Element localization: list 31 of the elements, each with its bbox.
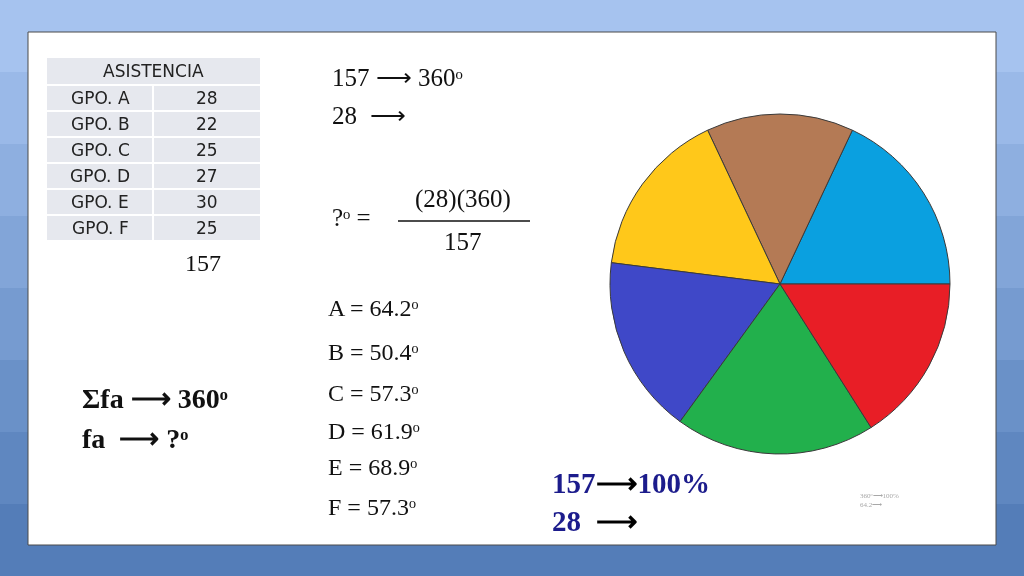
text: 28 <box>552 505 581 537</box>
text: fa ⟶ ?ᵒ <box>82 423 189 454</box>
text: 157 ⟶ 360ᵒ <box>332 64 463 91</box>
text: GPO. C <box>71 140 130 160</box>
text: 27 <box>196 166 218 186</box>
text: Σfa ⟶ 360ᵒ <box>82 383 228 414</box>
text: B = 50.4ᵒ <box>328 339 419 365</box>
text: ASISTENCIA <box>103 61 204 81</box>
text: GPO. F <box>72 218 129 238</box>
text: GPO. E <box>71 192 129 212</box>
text: F = 57.3ᵒ <box>328 494 416 520</box>
text: 157 <box>444 228 482 255</box>
text: 157 <box>185 250 221 276</box>
text: 22 <box>196 114 218 134</box>
text: 25 <box>196 218 218 238</box>
text: GPO. B <box>71 114 130 134</box>
text: 30 <box>196 192 218 212</box>
text: 157 <box>552 467 596 499</box>
text: (28)(360) <box>415 185 511 213</box>
text: ?ᵒ = <box>332 204 371 231</box>
text: C = 57.3ᵒ <box>328 380 419 406</box>
text: 28 ⟶ <box>332 102 406 129</box>
text: GPO. A <box>71 88 130 108</box>
text: ⟶ <box>595 505 638 537</box>
text: 25 <box>196 140 218 160</box>
text: A = 64.2ᵒ <box>328 295 419 321</box>
text: D = 61.9ᵒ <box>328 418 420 444</box>
text: 28 <box>196 88 218 108</box>
text: E = 68.9ᵒ <box>328 454 418 480</box>
text: ⟶100% <box>595 467 710 499</box>
text: GPO. D <box>70 166 131 186</box>
